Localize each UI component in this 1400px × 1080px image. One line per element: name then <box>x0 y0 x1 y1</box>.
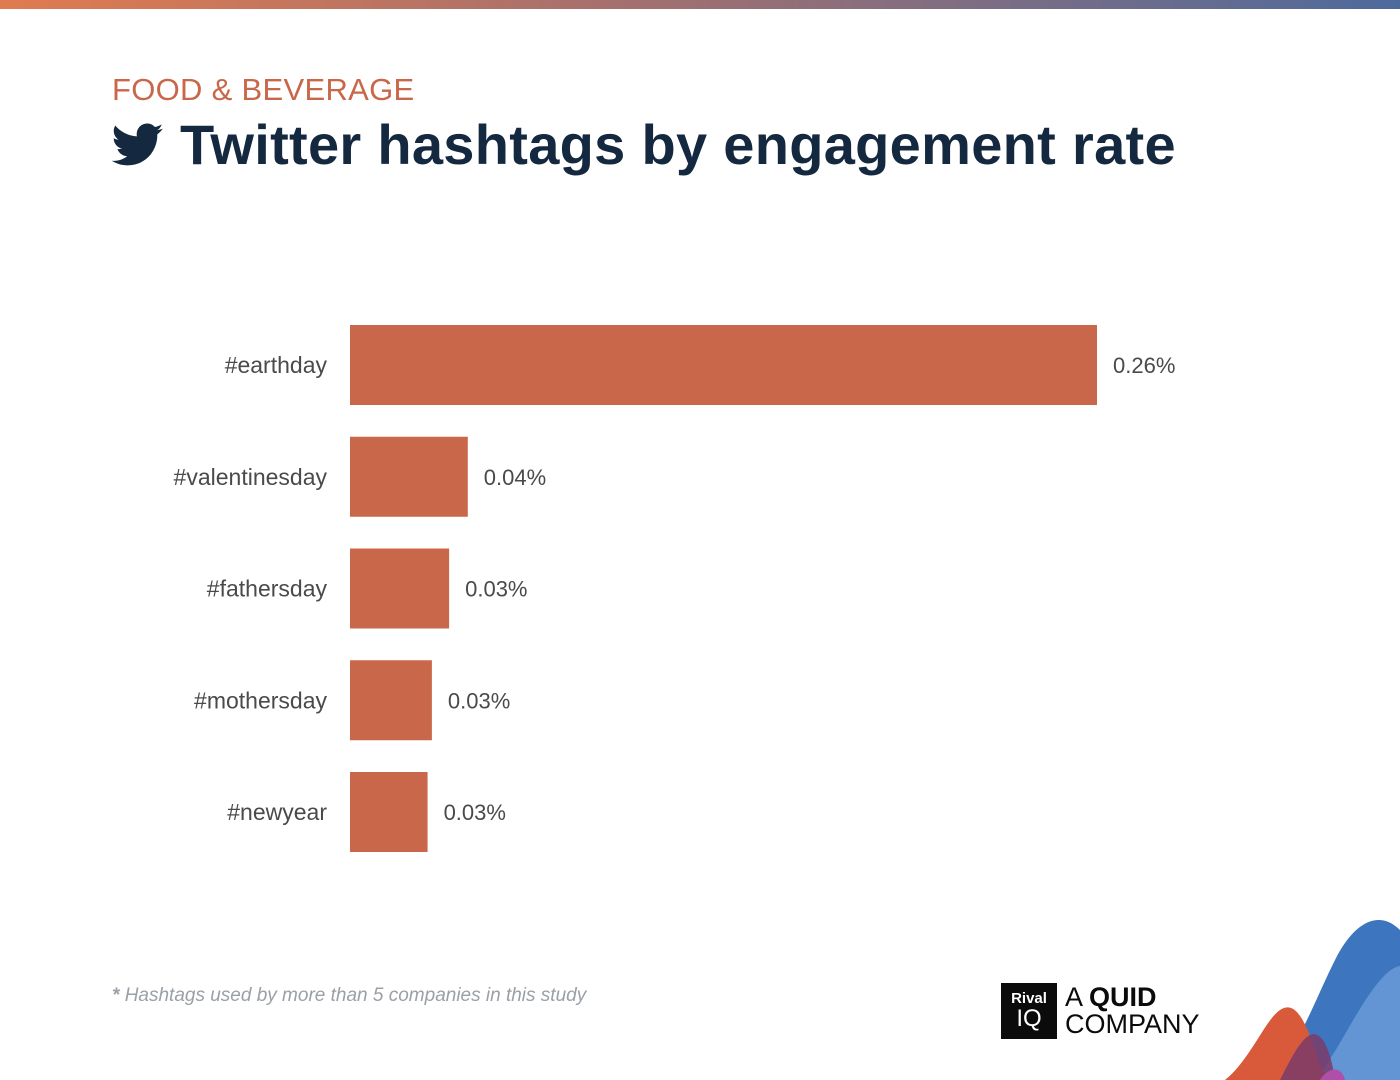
bar <box>350 660 432 741</box>
data-label: 0.03% <box>465 577 527 602</box>
category-label: FOOD & BEVERAGE <box>112 72 415 107</box>
bar <box>350 325 1097 405</box>
footnote-star: * <box>112 985 120 1006</box>
category-label: #fathersday <box>207 576 328 602</box>
data-label: 0.03% <box>448 688 510 713</box>
top-gradient-bar <box>0 0 1400 9</box>
logo-text-bold: QUID <box>1089 982 1157 1012</box>
logo-text: A QUID COMPANY <box>1065 984 1200 1038</box>
bar <box>350 436 468 517</box>
category-label: #newyear <box>227 799 327 825</box>
logo-text-line2: COMPANY <box>1065 1009 1200 1039</box>
category-label: #valentinesday <box>174 464 328 490</box>
data-label: 0.26% <box>1113 353 1175 378</box>
data-label: 0.03% <box>444 800 506 825</box>
data-label: 0.04% <box>484 465 546 490</box>
bar <box>350 772 428 852</box>
category-label: #mothersday <box>194 687 327 713</box>
category-label: #earthday <box>225 352 328 378</box>
logo-text-prefix: A <box>1065 982 1090 1012</box>
logo-box-line1: Rival <box>1011 990 1047 1007</box>
chart-title: Twitter hashtags by engagement rate <box>180 113 1176 176</box>
footnote-text: Hashtags used by more than 5 companies i… <box>124 985 587 1006</box>
rival-iq-logo: Rival IQ A QUID COMPANY <box>1001 983 1200 1039</box>
bar <box>350 548 450 629</box>
title-row: Twitter hashtags by engagement rate <box>112 112 1176 177</box>
logo-box: Rival IQ <box>1001 983 1057 1039</box>
footnote: * Hashtags used by more than 5 companies… <box>112 985 586 1007</box>
logo-box-line2: IQ <box>1016 1005 1042 1032</box>
decorative-corner-waves <box>1225 920 1400 1080</box>
twitter-bird-icon <box>112 123 164 165</box>
